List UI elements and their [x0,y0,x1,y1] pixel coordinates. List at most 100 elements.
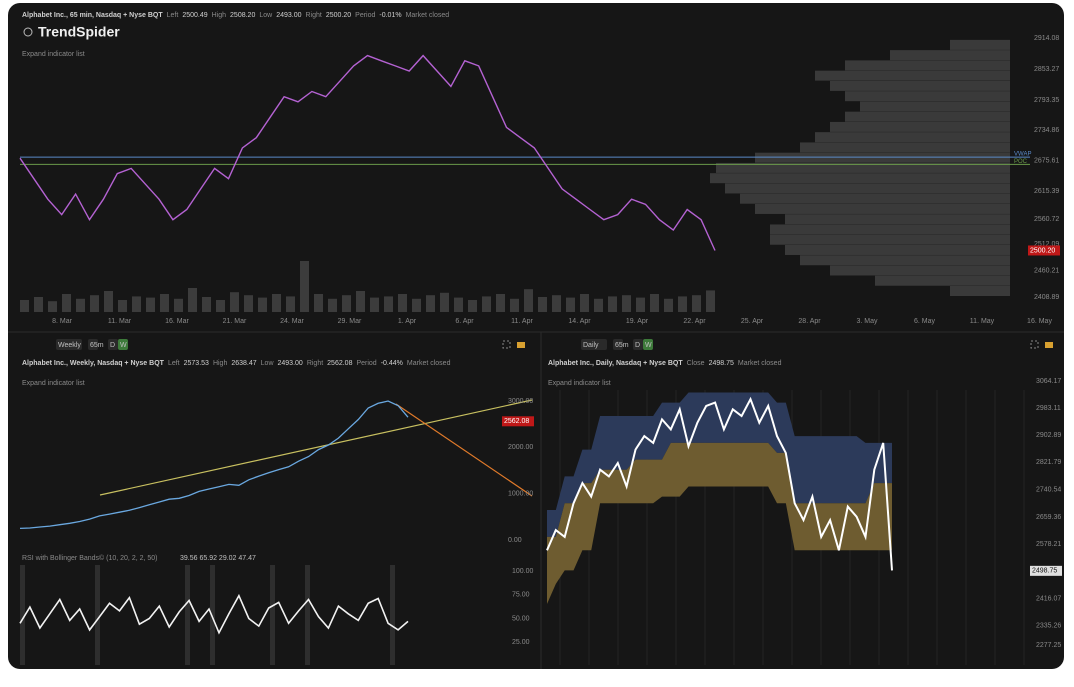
y-tick-label: 1000.00 [508,491,533,498]
volume-bar [132,296,141,312]
x-tick-label: 11. Apr [511,318,533,325]
y-tick-label: 2914.08 [1034,35,1059,42]
x-tick-label: 3. May [856,318,878,325]
x-tick-label: 6. May [914,318,936,325]
toolbar-label: W [120,342,127,349]
toolbar-button[interactable] [56,339,82,350]
volume-bar [342,295,351,312]
profile-bar [950,285,1010,296]
y-tick-label: 3064.17 [1036,378,1061,385]
stat-label: High [212,12,227,19]
toolbar-label: D [110,342,115,349]
y-tick-label: 2000.00 [508,444,533,451]
toolbar-button[interactable] [581,339,607,350]
profile-bar [845,60,1010,71]
y-tick-label: 2659.36 [1036,514,1061,521]
volume-bar [524,289,533,312]
price-line [19,593,409,635]
x-tick-label: 16. Mar [165,318,189,325]
volume-bar [48,301,57,312]
profile-bar [875,275,1010,286]
y-tick-label: 2335.26 [1036,623,1061,630]
volume-bar [468,300,477,312]
volume-bar [678,296,687,312]
rsi-values: 39.56 65.92 29.02 47.47 [180,555,256,562]
rsi-highlight [95,565,100,665]
y-tick-label: 2416.07 [1036,595,1061,602]
expand-link[interactable]: Expand indicator list [22,51,85,58]
volume-bar [328,298,337,312]
expand-link: Expand indicator list [548,380,611,387]
y-tick-label: 2902.89 [1036,432,1061,439]
profile-bar [845,111,1010,122]
stat-value: 2498.75 [709,360,734,367]
volume-bar [76,298,85,312]
x-tick-label: 11. Mar [108,318,132,325]
stat-value: 2508.20 [230,12,255,19]
x-tick-label: 24. Mar [280,318,304,325]
x-tick-label: 11. May [970,318,995,325]
profile-bar [740,193,1010,204]
rsi-label: RSI with Bollinger Bands© (10, 20, 2, 2,… [22,554,158,562]
cloud-band [547,442,892,604]
toolbar-label: Daily [583,342,599,349]
x-tick-label: 29. Mar [338,318,362,325]
price-line [19,400,409,530]
vwap-label: VWAP [1014,152,1031,158]
stat-value: 2562.08 [327,360,352,367]
toolbar-label: 65m [615,342,629,349]
stat-value: 2638.47 [231,360,256,367]
status: Market closed [738,360,782,367]
profile-bar [800,142,1010,153]
stat-value: 2500.49 [182,12,207,19]
toolbar-button[interactable] [643,339,653,350]
stat-label: Left [168,360,180,367]
trend-line [99,399,533,496]
volume-bar [440,292,449,312]
price-line [19,54,716,251]
volume-bar [188,288,197,312]
toolbar-button[interactable] [118,339,128,350]
volume-bar [62,294,71,312]
rsi-tick-label: 50.00 [512,615,530,622]
profile-bar [890,50,1010,61]
y-tick-label: 2740.54 [1036,487,1061,494]
volume-bar [566,297,575,312]
y-tick-label: 0.00 [508,537,522,544]
profile-bar [845,91,1010,102]
volume-bar [356,291,365,312]
stat-value: 2573.53 [184,360,209,367]
toolbar-button[interactable] [108,339,118,350]
rsi-highlight [390,565,395,665]
symbol: Alphabet Inc., Weekly, Nasdaq + Nyse BQT [22,360,165,367]
volume-bar [580,294,589,312]
toolbar-button[interactable] [633,339,643,350]
stat-label: Low [259,12,273,19]
y-tick-label: 2853.27 [1034,66,1059,73]
profile-bar [716,162,1010,173]
x-tick-label: 16. May [1027,318,1052,325]
toolbar-icons [23,27,1053,349]
volume-bar [510,298,519,312]
rsi-highlight [210,565,215,665]
x-tick-label: 1. Apr [398,318,417,325]
volume-bar [300,261,309,312]
toolbar-button[interactable] [88,339,98,350]
profile-bar [755,203,1010,214]
y-tick-label: 2983.11 [1036,405,1061,412]
profile-bar [800,255,1010,266]
rsi-highlight [305,565,310,665]
profile-bar [785,244,1010,255]
stat-label: Close [687,360,705,367]
y-tick-label: 2793.35 [1034,97,1059,104]
volume-bar [314,294,323,312]
volume-bar [118,300,127,312]
toolbar-label: Weekly [58,342,81,349]
toolbar-label: W [645,342,652,349]
toolbar-button[interactable] [613,339,623,350]
volume-bar [34,297,43,312]
stat-label: Right [307,360,323,367]
rsi-highlight [20,565,25,665]
volume-bar [90,295,99,312]
